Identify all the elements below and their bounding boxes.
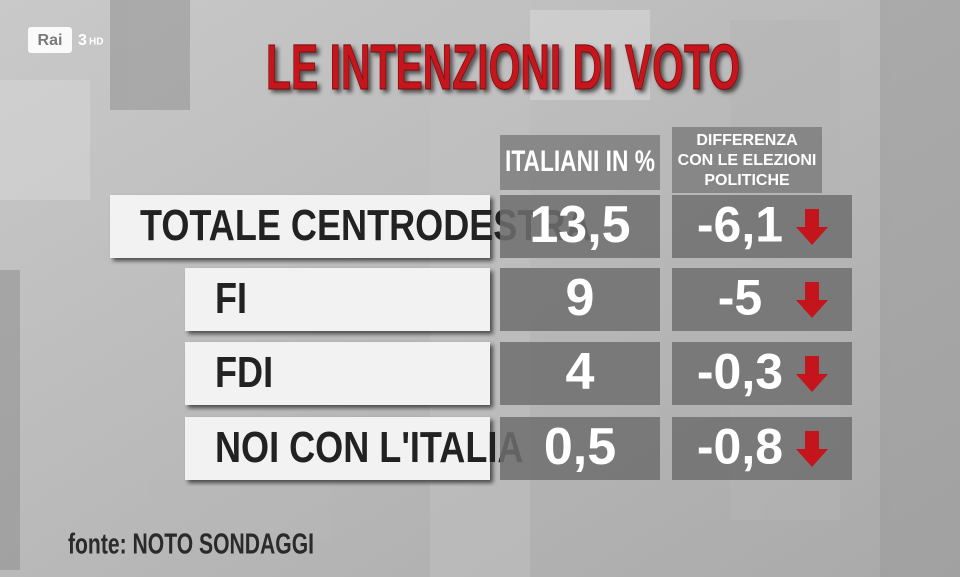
row-label: NOI CON L'ITALIA [215, 423, 523, 472]
logo-suffix: HD [89, 37, 103, 48]
header-difference: DIFFERENZA [696, 132, 798, 149]
row-label: FDI [215, 348, 273, 397]
down-arrow [796, 431, 828, 467]
difference-box [672, 268, 852, 331]
difference-box [672, 342, 852, 405]
source: fonte: NOTO SONDAGGI [68, 529, 314, 561]
value-box [500, 195, 660, 258]
row-value: 13,5 [529, 196, 630, 254]
header-value: ITALIANI IN % [505, 145, 655, 178]
row-label-box [185, 342, 490, 405]
row-value: 0,5 [544, 418, 616, 476]
header-difference: CON LE ELEZIONI [678, 152, 817, 169]
value-box [500, 342, 660, 405]
logo-name: Rai [38, 32, 63, 49]
row-label-box [185, 268, 490, 331]
header-difference: POLITICHE [704, 172, 790, 189]
down-arrow [796, 356, 828, 392]
row-label: FI [215, 274, 247, 323]
row-label-box [185, 417, 490, 480]
logo: Rai 3 HD [28, 27, 103, 53]
down-arrow [796, 209, 828, 245]
difference-box [672, 195, 852, 258]
logo-box [28, 27, 72, 53]
title: LE INTENZIONI DI VOTO [266, 31, 740, 103]
row-value: 9 [566, 269, 595, 327]
row-value: 4 [566, 343, 595, 401]
table: ITALIANI IN % DIFFERENZA CON LE ELEZIONI PO… [110, 127, 852, 480]
row-label-box [110, 195, 490, 258]
logo-channel: 3 [78, 32, 87, 49]
header-box [672, 127, 822, 193]
value-box [500, 268, 660, 331]
row-difference: -0,8 [697, 419, 783, 475]
row-difference: -0,3 [697, 344, 783, 400]
row-difference: -6,1 [697, 197, 783, 253]
down-arrow [796, 282, 828, 318]
row-difference: -5 [718, 270, 762, 326]
value-box [500, 417, 660, 480]
header-box [500, 135, 660, 190]
difference-box [672, 417, 852, 480]
